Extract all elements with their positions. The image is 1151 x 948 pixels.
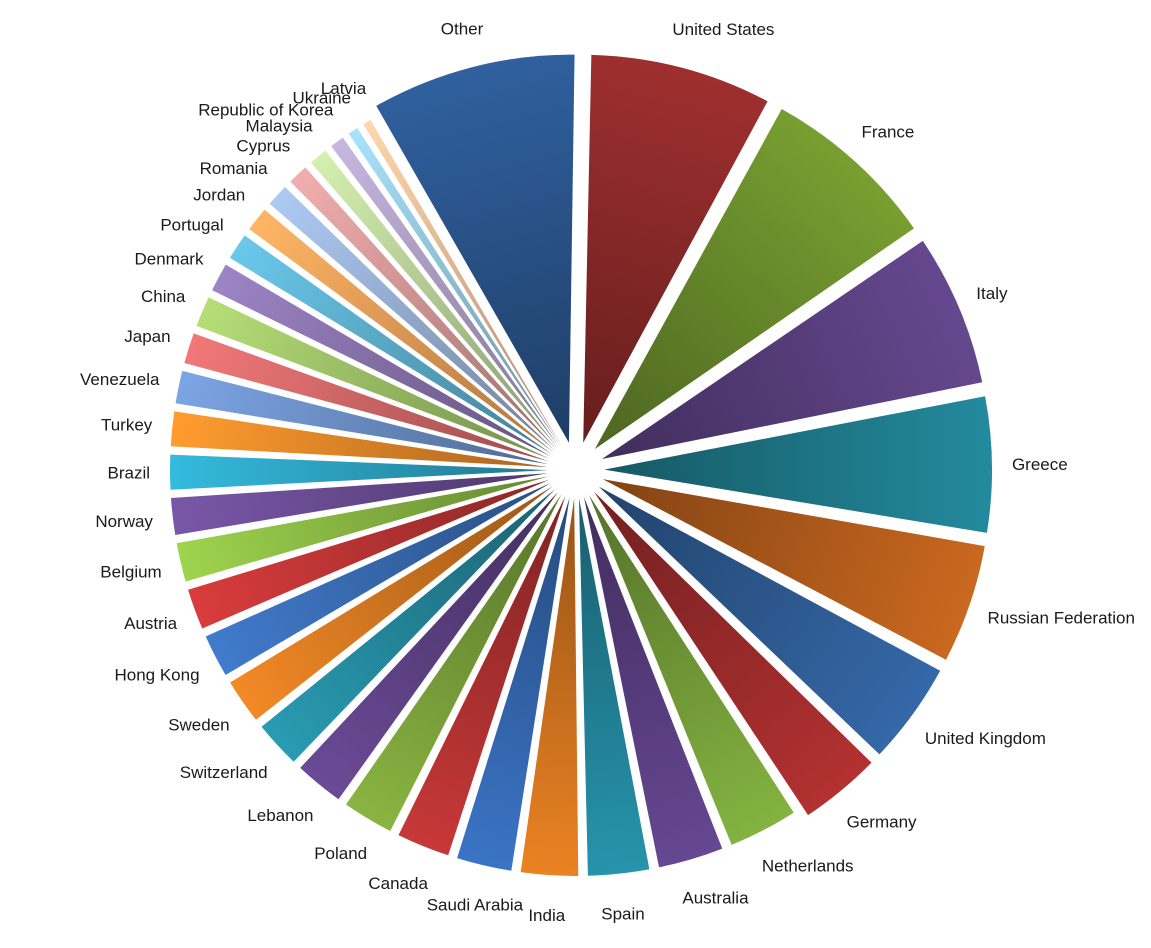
pie-slices: [170, 54, 992, 876]
slice-turkey: [170, 411, 548, 468]
slice-hong-kong: [205, 482, 551, 675]
slice-latvia: [363, 119, 562, 446]
slice-india: [520, 498, 579, 876]
slice-china: [196, 297, 551, 459]
slice-ukraine: [348, 127, 561, 447]
label-australia: Australia: [682, 889, 749, 908]
label-poland: Poland: [314, 844, 367, 863]
label-lebanon: Lebanon: [247, 806, 313, 825]
label-sweden: Sweden: [168, 715, 229, 734]
slice-lebanon: [300, 491, 559, 800]
label-india: India: [528, 906, 565, 925]
label-portugal: Portugal: [160, 215, 223, 234]
slice-switzerland: [261, 489, 556, 762]
label-united-kingdom: United Kingdom: [925, 729, 1046, 748]
slice-united-kingdom: [598, 486, 941, 755]
slice-united-states: [583, 54, 768, 443]
slice-norway: [170, 473, 548, 535]
label-united-states: United States: [672, 20, 774, 39]
label-cyprus: Cyprus: [236, 136, 290, 155]
label-hong-kong: Hong Kong: [114, 665, 199, 684]
label-venezuela: Venezuela: [80, 370, 160, 389]
label-germany: Germany: [847, 812, 917, 831]
slice-malaysia: [310, 150, 559, 449]
slice-portugal: [229, 235, 553, 455]
slice-poland: [345, 494, 562, 831]
slice-republic-of-korea: [331, 137, 560, 448]
slice-sweden: [230, 486, 553, 720]
label-norway: Norway: [95, 512, 153, 531]
label-greece: Greece: [1012, 455, 1068, 474]
slice-belgium: [176, 476, 549, 582]
label-romania: Romania: [200, 159, 269, 178]
slice-venezuela: [175, 370, 549, 465]
slice-greece: [604, 396, 992, 533]
label-turkey: Turkey: [101, 416, 153, 435]
slice-other: [376, 54, 575, 443]
label-switzerland: Switzerland: [180, 763, 268, 782]
slice-cyprus: [290, 167, 557, 450]
slice-jordan: [249, 209, 554, 453]
label-netherlands: Netherlands: [762, 857, 854, 876]
label-brazil: Brazil: [107, 463, 150, 482]
label-austria: Austria: [124, 614, 177, 633]
slice-netherlands: [589, 495, 794, 845]
slice-romania: [269, 186, 556, 451]
slice-japan: [184, 333, 550, 462]
label-jordan: Jordan: [193, 186, 245, 205]
slice-spain: [578, 498, 650, 876]
slice-austria: [188, 479, 550, 629]
label-other: Other: [441, 19, 484, 38]
slice-russian-federation: [602, 479, 985, 660]
label-china: China: [141, 287, 186, 306]
slice-italy: [601, 240, 983, 460]
label-france: France: [861, 122, 914, 141]
label-spain: Spain: [601, 905, 644, 924]
slice-germany: [593, 491, 872, 816]
label-russian-federation: Russian Federation: [988, 608, 1135, 627]
label-ukraine: Ukraine: [292, 88, 351, 107]
label-latvia: Latvia: [321, 79, 367, 98]
label-saudi-arabia: Saudi Arabia: [427, 895, 524, 914]
label-canada: Canada: [368, 874, 428, 893]
slice-brazil: [170, 454, 548, 490]
slice-australia: [583, 497, 723, 868]
slice-saudi-arabia: [457, 497, 570, 871]
label-belgium: Belgium: [100, 563, 161, 582]
slice-france: [594, 109, 914, 450]
slice-denmark: [212, 264, 552, 457]
label-republic-of-korea: Republic of Korea: [198, 101, 334, 120]
pie-labels: United States France Italy Greece Russian Fe…: [80, 19, 1135, 925]
slice-canada: [398, 496, 566, 856]
label-japan: Japan: [124, 327, 170, 346]
label-malaysia: Malaysia: [246, 117, 314, 136]
label-denmark: Denmark: [135, 249, 204, 268]
label-italy: Italy: [976, 284, 1008, 303]
